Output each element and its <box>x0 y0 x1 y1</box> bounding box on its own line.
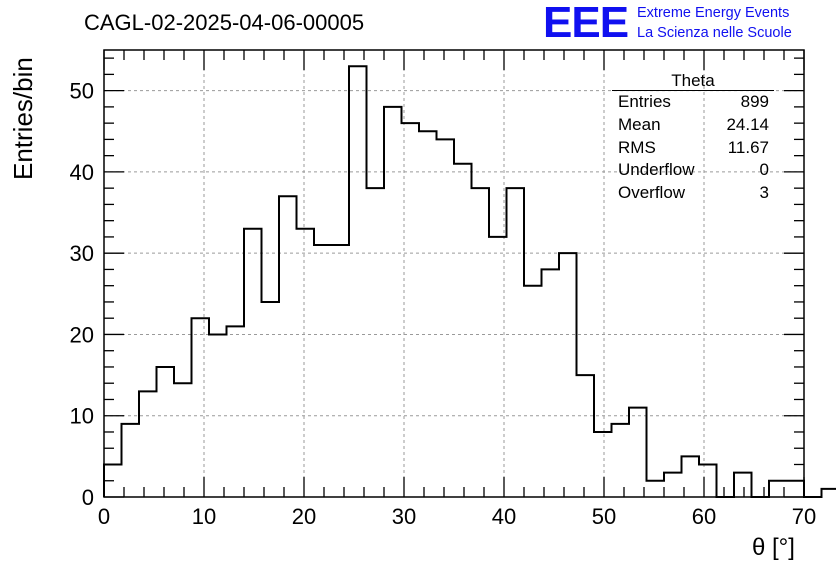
histogram-bin <box>192 318 210 497</box>
histogram-bin <box>734 473 752 497</box>
histogram-bin <box>139 391 157 497</box>
histogram-bin <box>699 464 717 497</box>
stats-row-entries: Entries 899 <box>612 91 774 114</box>
stats-value: 0 <box>759 160 769 180</box>
histogram-bin <box>437 139 455 497</box>
x-tick-label: 30 <box>392 504 416 529</box>
y-axis-label: Entries/bin <box>8 57 38 180</box>
stats-label: Mean <box>618 114 661 134</box>
histogram-bin <box>244 229 262 497</box>
histogram-bin <box>174 383 192 497</box>
histogram-bin <box>787 481 805 497</box>
histogram-bin <box>209 334 227 497</box>
histogram-bin <box>507 188 525 497</box>
stats-value: 11.67 <box>727 137 769 157</box>
x-tick-label: 40 <box>492 504 516 529</box>
y-tick-label: 30 <box>70 241 94 266</box>
histogram-bin <box>542 269 560 497</box>
x-tick-label: 60 <box>692 504 716 529</box>
histogram-bin <box>489 237 507 497</box>
eee-logo: EEE <box>543 0 629 47</box>
stats-label: Underflow <box>618 160 695 180</box>
histogram-bin <box>122 424 140 497</box>
histogram-bin <box>559 253 577 497</box>
histogram-bin <box>227 326 245 497</box>
stats-row-overflow: Overflow 3 <box>612 182 774 205</box>
histogram-bin <box>524 286 542 497</box>
x-tick-label: 70 <box>792 504 816 529</box>
histogram-bin <box>594 432 612 497</box>
plot-frame <box>103 49 805 498</box>
histogram-bin <box>279 196 297 497</box>
y-tick-label: 0 <box>82 485 94 510</box>
x-tick-label: 50 <box>592 504 616 529</box>
logo-line-2: La Scienza nelle Scuole <box>637 25 792 41</box>
histogram-bin <box>367 188 385 497</box>
histogram-bin <box>297 229 315 497</box>
x-tick-label: 20 <box>292 504 316 529</box>
x-axis-label: θ [°] <box>752 534 795 561</box>
stats-title: Theta <box>612 71 774 91</box>
histogram-bin <box>822 489 836 497</box>
stats-value: 24.14 <box>726 114 769 134</box>
histogram-bin <box>682 456 700 497</box>
stats-row-rms: RMS 11.67 <box>612 137 774 160</box>
histogram-bin <box>664 473 682 497</box>
histogram-bin <box>472 188 490 497</box>
y-tick-label: 50 <box>70 79 94 104</box>
histogram-bin <box>647 481 665 497</box>
y-tick-label: 40 <box>70 160 94 185</box>
stats-label: Entries <box>618 92 671 111</box>
histogram-bin <box>629 408 647 497</box>
histogram-bin <box>384 107 402 497</box>
y-tick-labels: 0 10 20 30 40 50 <box>70 79 94 510</box>
grid-lines <box>104 50 804 497</box>
eee-logo-caption: Extreme Energy Events La Scienza nelle S… <box>637 3 792 43</box>
histogram-bin <box>454 164 472 497</box>
stats-box: Theta Entries 899 Mean 24.14 RMS 11.67 U… <box>612 71 774 205</box>
histogram-bin <box>314 245 332 497</box>
histogram-bin <box>157 367 175 497</box>
x-tick-label: 0 <box>98 504 110 529</box>
histogram-bin <box>104 464 122 497</box>
x-tick-labels: 0 10 20 30 40 50 60 70 <box>98 504 816 529</box>
histogram-bin <box>577 375 595 497</box>
y-tick-label: 10 <box>70 404 94 429</box>
y-tick-label: 20 <box>70 322 94 347</box>
histogram-bin <box>769 481 787 497</box>
histogram-bin <box>402 123 420 497</box>
histogram-bin <box>612 424 630 497</box>
stats-value: 899 <box>740 92 769 111</box>
x-tick-label: 10 <box>192 504 216 529</box>
run-title: CAGL-02-2025-04-06-00005 <box>84 10 365 35</box>
logo-line-1: Extreme Energy Events <box>637 5 790 21</box>
stats-value: 3 <box>759 183 769 203</box>
stats-row-mean: Mean 24.14 <box>612 114 774 137</box>
stats-row-underflow: Underflow 0 <box>612 159 774 182</box>
histogram-bin <box>262 302 280 497</box>
histogram-bin <box>332 245 350 497</box>
histogram-bin <box>349 66 367 497</box>
histogram-bin <box>419 131 437 497</box>
histogram-outline <box>103 65 836 498</box>
stats-label: RMS <box>618 137 656 157</box>
stats-label: Overflow <box>618 183 686 203</box>
